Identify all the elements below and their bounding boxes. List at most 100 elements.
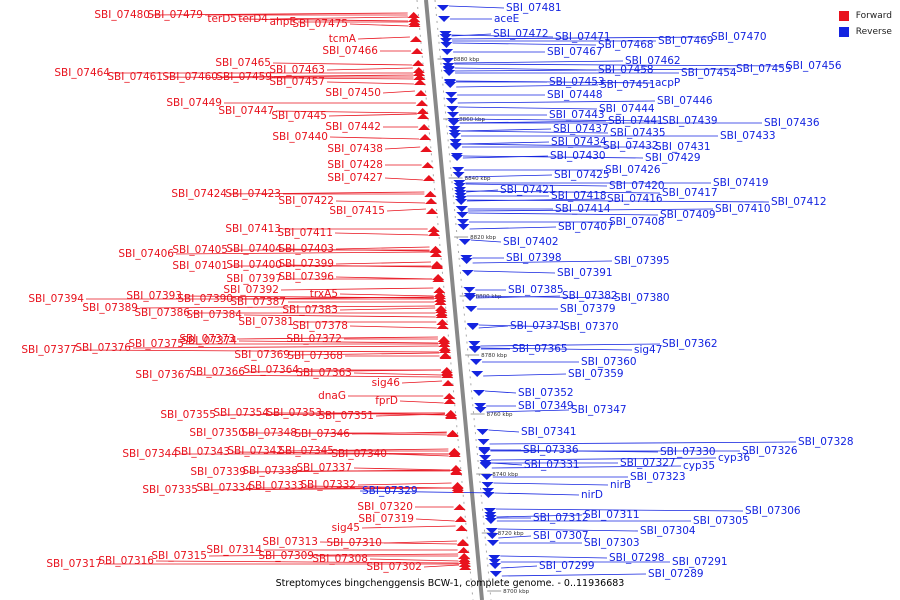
reverse-gene-arrow (442, 66, 455, 72)
kbp-label: 8820 kbp (470, 235, 496, 241)
reverse-gene-label: SBI_07305 (693, 515, 749, 527)
reverse-gene-arrow (455, 206, 468, 212)
forward-connector (384, 177, 423, 181)
reverse-gene-label: acpP (655, 77, 680, 89)
forward-connector (275, 110, 417, 114)
reverse-connector (454, 63, 785, 67)
forward-gene-label: SBI_07308 (312, 553, 368, 565)
reverse-gene-arrow (455, 199, 468, 205)
reverse-gene-arrow (489, 571, 502, 577)
kbp-label: 8880 kbp (454, 57, 480, 63)
forward-connector (353, 467, 450, 471)
forward-connector (164, 76, 414, 80)
reverse-gene-arrow (453, 183, 466, 189)
forward-connector (361, 525, 456, 529)
reverse-gene-arrow (488, 555, 501, 561)
forward-gene-label: SBI_07480 (94, 9, 150, 21)
forward-gene-label: SBI_07355 (160, 409, 216, 421)
forward-gene-label: SBI_07466 (322, 45, 378, 57)
forward-gene-label: SBI_07317 (46, 558, 102, 570)
reverse-gene-label: SBI_07417 (662, 187, 718, 199)
forward-gene-label: SBI_07340 (331, 448, 387, 460)
reverse-gene-label: SBI_07429 (645, 152, 701, 164)
forward-gene-arrow (442, 380, 455, 386)
forward-gene-arrow (416, 108, 429, 114)
reverse-gene-label: SBI_07470 (711, 31, 767, 43)
forward-gene-label: SBI_07372 (286, 333, 342, 345)
reverse-gene-label: SBI_07382 (562, 290, 618, 302)
reverse-gene-label: SBI_07432 (603, 140, 659, 152)
forward-connector (139, 305, 436, 309)
reverse-connector (473, 270, 556, 274)
forward-gene-label: SBI_07459 (216, 71, 272, 83)
reverse-connector (491, 465, 682, 469)
forward-gene-label: SBI_07363 (296, 367, 352, 379)
reverse-gene-arrow (481, 482, 494, 488)
forward-gene-label: SBI_07390 (177, 293, 233, 305)
reverse-gene-arrow (438, 16, 451, 22)
forward-gene-label: SBI_07447 (218, 105, 274, 117)
reverse-gene-arrow (468, 347, 481, 353)
forward-gene-label: SBI_07406 (118, 248, 174, 260)
forward-gene-arrow (412, 60, 425, 66)
forward-gene-label: SBI_07310 (326, 537, 382, 549)
strand-legend: Forward Reverse (838, 8, 892, 40)
reverse-gene-label: SBI_07326 (742, 445, 798, 457)
reverse-gene-arrow (471, 371, 484, 377)
forward-gene-arrow (436, 323, 449, 329)
reverse-gene-arrows (437, 5, 502, 577)
reverse-connector (498, 535, 532, 539)
forward-gene-label: SBI_07350 (189, 427, 245, 439)
reverse-gene-label: SBI_07408 (609, 216, 665, 228)
forward-gene-label: SBI_07368 (287, 350, 343, 362)
reverse-connector (451, 34, 554, 38)
forward-gene-arrow (448, 451, 461, 457)
reverse-gene-arrow (452, 172, 465, 178)
reverse-gene-arrow (437, 5, 450, 11)
forward-gene-label: SBI_07354 (213, 407, 269, 419)
reverse-connector (472, 260, 613, 264)
forward-connector (423, 564, 460, 568)
reverse-gene-label: SBI_07365 (512, 343, 568, 355)
forward-connector (283, 264, 432, 268)
reverse-gene-label: SBI_07421 (500, 184, 556, 196)
forward-gene-label: SBI_07387 (230, 296, 286, 308)
reverse-gene-label: SBI_07441 (608, 115, 664, 127)
forward-gene-label: SBI_07386 (134, 307, 190, 319)
forward-gene-arrow (435, 307, 448, 313)
forward-gene-label: SBI_07461 (107, 71, 163, 83)
forward-gene-label: SBI_07332 (300, 479, 356, 491)
forward-gene-label: SBI_07404 (226, 243, 282, 255)
forward-gene-arrow (427, 226, 440, 232)
reverse-gene-label: SBI_07431 (655, 141, 711, 153)
forward-gene-label: SBI_07343 (174, 446, 230, 458)
forward-gene-arrow (445, 413, 458, 419)
forward-gene-arrow (408, 21, 421, 27)
forward-gene-arrow (414, 90, 427, 96)
forward-swatch (838, 11, 849, 21)
kbp-label: 8760 kbp (487, 412, 513, 418)
forward-gene-arrow (430, 261, 443, 267)
forward-gene-label: SBI_07475 (292, 18, 348, 30)
reverse-gene-label: SBI_07291 (672, 556, 728, 568)
reverse-gene-label: SBI_07299 (539, 560, 595, 572)
reverse-gene-arrow (451, 155, 464, 161)
forward-gene-label: terD5 (207, 13, 237, 25)
forward-gene-label: SBI_07403 (278, 243, 334, 255)
forward-gene-arrow (441, 370, 454, 376)
forward-gene-arrow (413, 74, 426, 80)
forward-gene-label: SBI_07374 (181, 335, 237, 347)
reverse-gene-arrow (474, 407, 487, 413)
forward-connector (175, 251, 430, 255)
reverse-connector (466, 190, 661, 194)
reverse-connector (478, 325, 509, 329)
reverse-connector (497, 528, 639, 532)
forward-gene-arrow (453, 504, 466, 510)
reverse-gene-arrow (479, 463, 492, 469)
reverse-gene-label: SBI_07360 (581, 356, 637, 368)
reverse-gene-label: SBI_07469 (658, 35, 714, 47)
forward-gene-arrow (438, 345, 451, 351)
forward-connector (357, 36, 410, 40)
reverse-gene-label: SBI_07435 (610, 127, 666, 139)
forward-gene-arrow (433, 287, 446, 293)
